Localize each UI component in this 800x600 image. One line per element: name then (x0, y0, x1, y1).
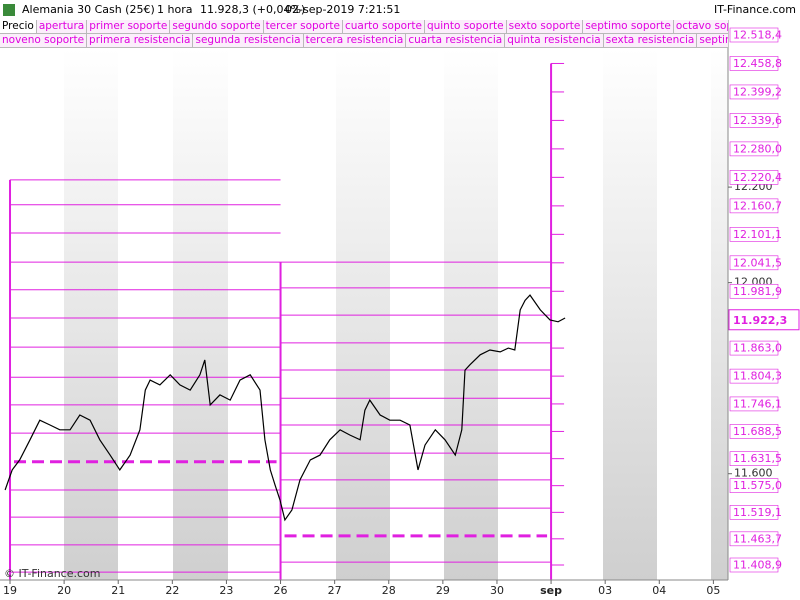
level-label-box (729, 340, 779, 356)
level-label-box (729, 84, 779, 100)
level-label-box (729, 113, 779, 128)
legend-entry: apertura (36, 20, 88, 34)
level-label: 11.688,5 (733, 425, 782, 438)
x-tick-label: 28 (382, 584, 396, 597)
x-tick-label: 27 (328, 584, 342, 597)
level-label: 11.746,1 (733, 397, 782, 410)
x-tick-label: 05 (706, 584, 720, 597)
axis-layer: 19 20 21 22 23 26 27 28 29 30 sep 03 04 0512.20012.00… (3, 27, 800, 597)
logo-icon (3, 4, 15, 16)
level-label-box (729, 557, 779, 573)
level-label-box (729, 227, 779, 242)
legend-row: noveno soporte primera resistencia segunda… (0, 34, 728, 48)
level-label: 11.408,9 (733, 559, 782, 572)
price-tick-label: 11.600 (734, 467, 773, 480)
x-tick-label: 26 (274, 584, 288, 597)
level-label: 11.631,5 (733, 452, 782, 465)
legend-entry: octavo soporte (673, 20, 728, 34)
level-label-box (729, 451, 779, 466)
level-label: 11.981,9 (733, 285, 782, 298)
x-tick-label: 19 (3, 584, 17, 597)
legend-entry: septimo soporte (583, 20, 674, 34)
level-label-box (729, 396, 779, 412)
legend-entry: Precio (0, 20, 37, 34)
legend-entry: cuarta resistencia (406, 34, 506, 48)
legend-entry: tercer soporte (263, 20, 343, 34)
level-label: 12.101,1 (733, 228, 782, 241)
watermark: © IT-Finance.com (4, 567, 101, 580)
legend-entry: segunda resistencia (193, 34, 304, 48)
x-tick-label: 29 (436, 584, 450, 597)
level-label: 12.458,8 (733, 57, 782, 70)
price-line (4, 294, 566, 522)
level-label-box (729, 198, 779, 214)
x-tick-label: 23 (219, 584, 233, 597)
legend-entry: cuarto soporte (343, 20, 425, 34)
level-label: 12.041,5 (733, 256, 782, 269)
level-label-box (729, 283, 779, 299)
legend-row: Precio apertura primer soporte segundo sopo… (0, 20, 728, 34)
legend-entry: primer soporte (87, 20, 171, 34)
level-label-box (729, 170, 779, 185)
level-label: 12.160,7 (733, 199, 782, 212)
header: Alemania 30 Cash (25€) 1 hora 11.928,3 (… (0, 0, 800, 20)
brand: IT-Finance.com (714, 3, 796, 16)
x-tick-label: 22 (165, 584, 179, 597)
legend-entry: septima resistencia (697, 34, 728, 48)
level-label-box (729, 478, 779, 493)
last-price-box (728, 309, 800, 331)
level-label-box (729, 505, 779, 520)
level-label: 11.804,3 (733, 370, 782, 383)
legend-entry: sexta resistencia (603, 34, 698, 48)
x-tick-label: sep (540, 584, 562, 597)
level-label-box (729, 141, 779, 157)
legend-entry: tercera resistencia (303, 34, 407, 48)
price: 11.928,3 (+0,04%) (200, 3, 306, 16)
day-bands (64, 48, 728, 580)
x-tick-label: 03 (598, 584, 612, 597)
last-price-label: 11.922,3 (733, 314, 787, 327)
datetime: 02-sep-2019 7:21:51 (285, 3, 401, 16)
level-label-box (729, 255, 779, 271)
level-label-box (729, 531, 779, 547)
legend-entry: noveno soporte (0, 34, 88, 48)
plot-layer (4, 34, 566, 580)
level-label: 12.280,0 (733, 142, 782, 155)
level-label: 11.519,1 (733, 506, 782, 519)
level-label: 12.220,4 (733, 171, 782, 184)
level-label: 12.399,2 (733, 85, 782, 98)
x-tick-label: 04 (652, 584, 666, 597)
legend-entry: segundo soporte (170, 20, 264, 34)
level-label: 11.463,7 (733, 532, 782, 545)
x-tick-label: 30 (490, 584, 504, 597)
level-label: 12.339,6 (733, 114, 782, 127)
level-label-box (729, 368, 779, 384)
level-label: 11.863,0 (733, 342, 782, 355)
level-label-box (729, 27, 779, 43)
level-label: 12.518,4 (733, 28, 782, 41)
x-tick-label: 21 (111, 584, 125, 597)
level-label-box (729, 424, 779, 439)
legend-entry: sexto soporte (506, 20, 584, 34)
x-tick-label: 20 (57, 584, 71, 597)
legend: Precio apertura primer soporte segundo sopo… (0, 20, 728, 48)
legend-entry: quinto soporte (424, 20, 507, 34)
level-label-box (729, 56, 779, 71)
interval: 1 hora (157, 3, 193, 16)
level-label: 11.575,0 (733, 479, 782, 492)
instrument: Alemania 30 Cash (25€) (22, 3, 155, 16)
legend-entry: quinta resistencia (505, 34, 604, 48)
legend-entry: primera resistencia (87, 34, 194, 48)
